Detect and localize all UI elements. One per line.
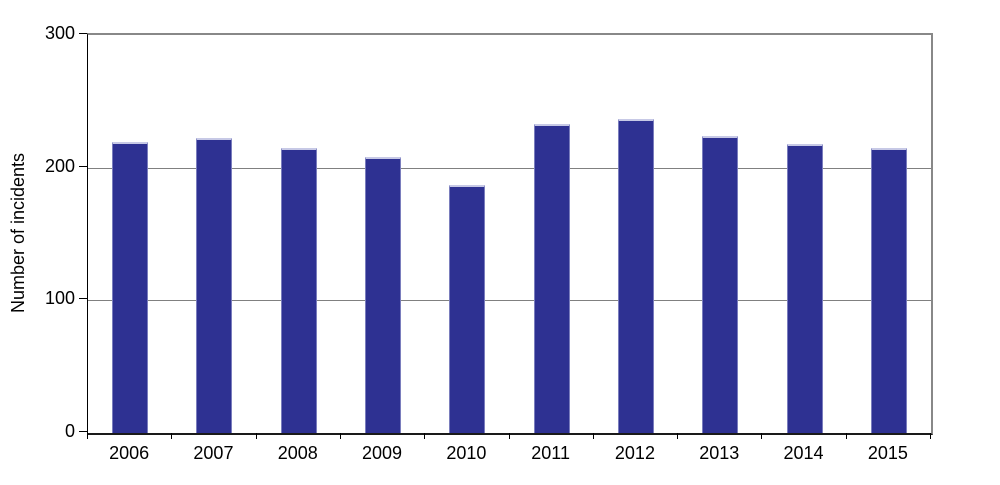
x-tick-label-2010: 2010 xyxy=(446,443,487,463)
x-tick-label-2013: 2013 xyxy=(699,443,740,463)
x-tick-mark-5 xyxy=(508,433,510,439)
bar-2011 xyxy=(533,123,570,433)
x-tick-label-2014: 2014 xyxy=(783,443,824,463)
x-tick-mark-2 xyxy=(255,433,257,439)
bar-2008 xyxy=(280,147,317,433)
bar-2009 xyxy=(365,157,402,433)
x-tick-mark-3 xyxy=(339,433,341,439)
bar-2007 xyxy=(196,138,233,433)
x-tick-mark-4 xyxy=(424,433,426,439)
bar-2012 xyxy=(617,118,654,433)
gridline-100 xyxy=(88,300,931,302)
x-tick-label-2006: 2006 xyxy=(109,443,150,463)
x-tick-label-2011: 2011 xyxy=(531,443,570,463)
y-tick-mark-100 xyxy=(79,298,87,300)
y-tick-mark-300 xyxy=(79,33,87,34)
x-tick-label-2015: 2015 xyxy=(867,443,908,463)
x-tick-mark-9 xyxy=(845,433,847,439)
x-tick-mark-7 xyxy=(677,433,679,439)
x-tick-label-2008: 2008 xyxy=(277,443,318,463)
plot-area xyxy=(87,33,933,435)
x-tick-label-2007: 2007 xyxy=(193,443,234,463)
y-tick-label-100: 100 xyxy=(44,288,75,309)
bar-2010 xyxy=(449,184,486,433)
x-tick-mark-8 xyxy=(761,433,763,439)
x-tick-mark-10 xyxy=(930,433,931,439)
y-tick-label-0: 0 xyxy=(64,421,75,441)
y-tick-label-200: 200 xyxy=(44,155,75,176)
bar-2013 xyxy=(702,135,739,433)
x-tick-mark-6 xyxy=(592,433,594,439)
y-tick-mark-0 xyxy=(79,431,87,432)
gridline-200 xyxy=(88,167,931,169)
x-tick-mark-0 xyxy=(87,433,88,439)
y-tick-label-300: 300 xyxy=(44,23,75,43)
bar-2006 xyxy=(112,142,149,433)
x-tick-mark-1 xyxy=(171,433,173,439)
x-tick-label-2009: 2009 xyxy=(362,443,403,463)
x-tick-label-2012: 2012 xyxy=(614,443,655,463)
y-tick-mark-200 xyxy=(79,165,87,167)
bar-2015 xyxy=(870,147,907,433)
bar-2014 xyxy=(786,143,823,433)
